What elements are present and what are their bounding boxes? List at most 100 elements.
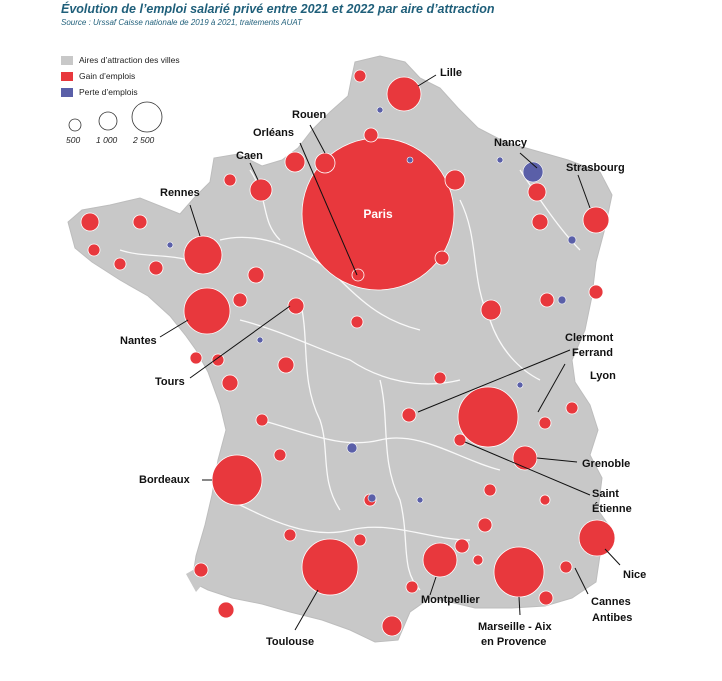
circle-marseille: [493, 546, 545, 598]
city-label-toulouse: Toulouse: [266, 636, 314, 648]
city-label-nantes: Nantes: [120, 335, 157, 347]
legend-item-loss: Perte d’emplois: [61, 84, 180, 100]
circle-avignon: [477, 517, 493, 533]
circle-troyes: [434, 250, 450, 266]
circle-clermont: [401, 407, 417, 423]
leader-lines: [159, 74, 621, 631]
size-label-1000: 1 000: [96, 135, 118, 145]
circle-loss-1: [567, 235, 577, 245]
circle-orleans-area: [284, 151, 306, 173]
circle-loss-6: [376, 106, 384, 114]
circle-agen: [283, 528, 297, 542]
circle-arles: [472, 554, 484, 566]
city-label-ferrand: Ferrand: [572, 347, 613, 359]
legend-label-loss: Perte d’emplois: [79, 87, 138, 97]
circle-loss-11: [496, 156, 504, 164]
circle-niort: [211, 353, 225, 367]
circle-reims: [444, 169, 466, 191]
circle-lorient: [113, 257, 127, 271]
size-legend: 500 1 000 2 500: [66, 101, 163, 145]
city-label-bordeaux: Bordeaux: [139, 474, 191, 486]
map-source: Source : Urssaf Caisse nationale de 2019…: [61, 18, 303, 27]
size-circle-2500: [131, 101, 163, 133]
circle-poitiers: [221, 374, 239, 392]
area-swatch: [61, 55, 73, 65]
circle-dijon: [480, 299, 502, 321]
circle-valence: [483, 483, 497, 497]
circle-lyon: [457, 386, 519, 448]
circle-loss-nancy-area: [522, 161, 544, 183]
gain-circles: [80, 69, 616, 637]
circle-bayonne: [193, 562, 209, 578]
circle-grenoble: [512, 445, 538, 471]
circle-mulhouse: [588, 284, 604, 300]
city-label-saint: Saint: [592, 488, 619, 500]
city-label-antibes: Antibes: [592, 612, 632, 624]
city-label-marseille: Marseille - Aix: [478, 621, 552, 633]
circle-bordeaux: [211, 454, 263, 506]
circle-st-etienne: [453, 433, 467, 447]
circle-caen: [249, 178, 273, 202]
circle-angouleme: [255, 413, 269, 427]
city-label-caen: Caen: [236, 150, 263, 162]
circle-nimes: [454, 538, 470, 554]
circle-strasbourg: [582, 206, 610, 234]
circle-gap: [539, 494, 551, 506]
city-label-clermont: Clermont: [565, 332, 614, 344]
city-labels: Paris Lille Rouen Orléans Caen Nancy Str…: [120, 67, 646, 648]
loss-swatch: [61, 87, 73, 97]
circle-besancon: [539, 292, 555, 308]
circle-lille: [386, 76, 422, 112]
circle-loss-5: [256, 336, 264, 344]
city-label-lille: Lille: [440, 67, 462, 79]
circle-annecy: [565, 401, 579, 415]
legend-item-gain: Gain d’emplois: [61, 68, 180, 84]
city-label-nancy: Nancy: [494, 137, 528, 149]
city-label-montpellier: Montpellier: [421, 594, 480, 606]
circle-loss-8: [166, 241, 174, 249]
circle-chambery: [538, 416, 552, 430]
circle-dunkerque: [353, 69, 367, 83]
circle-loss-7: [406, 156, 414, 164]
city-label-lyon: Lyon: [590, 370, 616, 382]
circle-brest: [80, 212, 100, 232]
circle-paris: [301, 137, 455, 291]
size-circle-1000: [98, 111, 118, 131]
city-label-orleans: Orléans: [253, 127, 294, 139]
circle-frejus: [559, 560, 573, 574]
gain-swatch: [61, 71, 73, 81]
legend-item-areas: Aires d’attraction des villes: [61, 52, 180, 68]
circle-st-brieuc: [132, 214, 148, 230]
circle-beziers: [405, 580, 419, 594]
city-label-strasbourg: Strasbourg: [566, 162, 625, 174]
size-circle-500: [68, 118, 82, 132]
circle-montpellier: [422, 542, 458, 578]
circle-loss-3: [346, 442, 358, 454]
circle-nantes: [183, 287, 231, 335]
circle-angers: [247, 266, 265, 284]
circle-pau: [217, 601, 235, 619]
circle-albi: [353, 533, 367, 547]
city-label-rennes: Rennes: [160, 187, 200, 199]
circle-metz: [527, 182, 547, 202]
legend-label-areas: Aires d’attraction des villes: [79, 55, 180, 65]
circle-nice: [578, 519, 616, 557]
circle-loss-9: [516, 381, 524, 389]
circle-rouen: [314, 152, 336, 174]
city-label-tours: Tours: [155, 376, 185, 388]
size-label-500: 500: [66, 135, 80, 145]
loss-circles: [166, 106, 577, 504]
circle-amiens: [363, 127, 379, 143]
legend: Aires d’attraction des villes Gain d’emp…: [61, 52, 180, 100]
city-label-cannes: Cannes: [591, 596, 631, 608]
circle-tours: [287, 297, 305, 315]
circle-vannes: [148, 260, 164, 276]
city-label-nice: Nice: [623, 569, 646, 581]
legend-label-gain: Gain d’emplois: [79, 71, 136, 81]
circle-nancy: [531, 213, 549, 231]
circle-toulouse: [301, 538, 359, 596]
circle-bourges: [350, 315, 364, 329]
circle-le-mans: [232, 292, 248, 308]
circle-rochelle: [189, 351, 203, 365]
circle-perpignan: [381, 615, 403, 637]
